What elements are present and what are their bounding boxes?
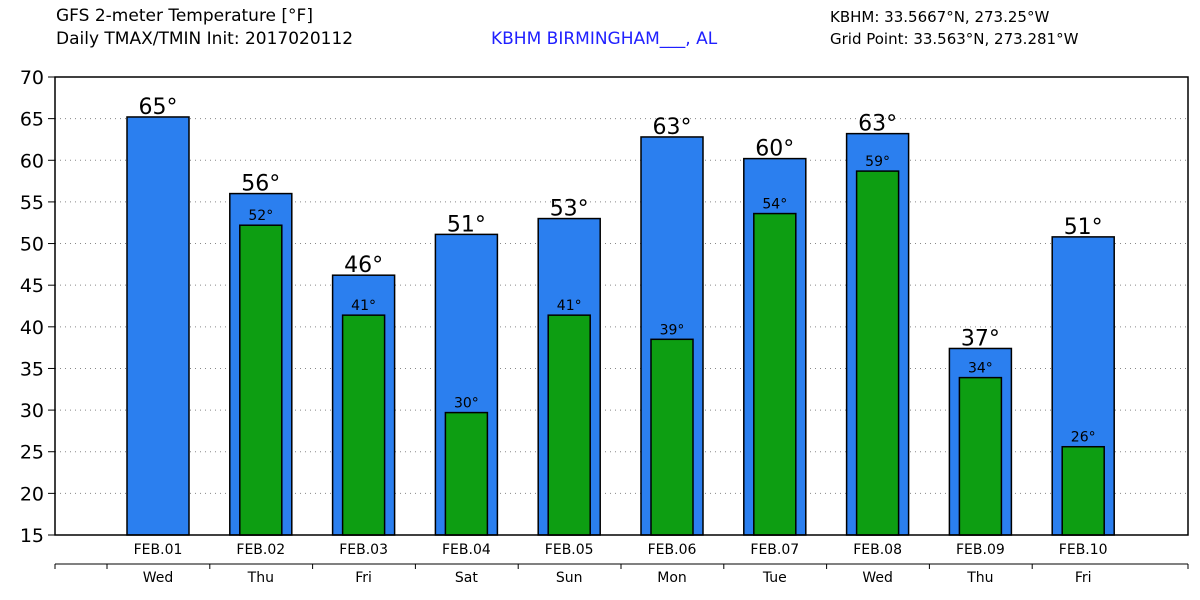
x-tick-label: FEB.08 <box>853 542 902 558</box>
plot-frame <box>54 76 1189 536</box>
tmin-bar <box>855 170 900 536</box>
y-tick-label: 70 <box>20 67 44 89</box>
tmax-bar <box>126 116 190 536</box>
day-label: Thu <box>966 570 993 586</box>
tmin-bar <box>444 411 489 536</box>
tmin-bar <box>753 212 797 536</box>
day-label: Fri <box>1075 570 1092 586</box>
tmin-label: 39° <box>660 322 685 338</box>
x-tick-label: FEB.02 <box>236 542 285 558</box>
tmax-label: 65° <box>139 95 178 120</box>
tmax-label: 53° <box>550 197 589 222</box>
chart-title: GFS 2-meter Temperature [°F] <box>56 6 313 26</box>
tmin-label: 26° <box>1071 430 1096 446</box>
x-tick-label: FEB.10 <box>1059 542 1108 558</box>
tmax-label: 56° <box>241 172 280 197</box>
tmax-label: 60° <box>755 137 794 162</box>
tmin-label: 59° <box>865 154 890 170</box>
y-tick-label: 25 <box>20 442 44 464</box>
day-label: Sat <box>455 570 478 586</box>
y-tick-label: 15 <box>20 525 44 547</box>
tmax-label: 63° <box>858 112 897 137</box>
day-label: Mon <box>657 570 687 586</box>
y-tick-label: 20 <box>20 483 44 505</box>
tmin-label: 30° <box>454 396 479 412</box>
tmin-label: 34° <box>968 361 993 377</box>
y-tick-label: 35 <box>20 358 44 380</box>
day-label: Sun <box>556 570 583 586</box>
tmax-label: 51° <box>1064 215 1103 240</box>
tmin-label: 54° <box>762 197 787 213</box>
tmax-label: 51° <box>447 212 486 237</box>
station-name: KBHM BIRMINGHAM___, AL <box>491 29 718 49</box>
tmin-label: 41° <box>351 298 376 314</box>
y-tick-label: 40 <box>20 317 44 339</box>
x-tick-label: FEB.09 <box>956 542 1005 558</box>
day-label: Thu <box>247 570 274 586</box>
day-label: Tue <box>762 570 787 586</box>
tmin-bar <box>958 376 1003 536</box>
y-tick-label: 60 <box>20 150 44 172</box>
x-tick-label: FEB.03 <box>339 542 388 558</box>
tmin-label: 52° <box>248 208 273 224</box>
tmax-label: 63° <box>653 115 692 140</box>
tmin-label: 41° <box>557 298 582 314</box>
x-tick-label: FEB.06 <box>648 542 697 558</box>
day-label: Fri <box>355 570 372 586</box>
tmin-bar <box>547 314 591 536</box>
y-tick-label: 30 <box>20 400 44 422</box>
station-coordinates: KBHM: 33.5667°N, 273.25°W <box>830 8 1050 26</box>
x-tick-label: FEB.07 <box>750 542 799 558</box>
y-tick-label: 45 <box>20 275 44 297</box>
x-tick-label: FEB.04 <box>442 542 491 558</box>
tmax-label: 46° <box>344 253 383 278</box>
y-tick-label: 50 <box>20 234 44 256</box>
tmax-label: 37° <box>961 326 1000 351</box>
y-tick-label: 65 <box>20 109 44 131</box>
x-tick-label: FEB.05 <box>545 542 594 558</box>
chart-subtitle: Daily TMAX/TMIN Init: 2017020112 <box>56 29 354 49</box>
x-tick-label: FEB.01 <box>134 542 183 558</box>
tmin-bar <box>1061 445 1105 536</box>
day-label: Wed <box>143 570 174 586</box>
grid-point-coordinates: Grid Point: 33.563°N, 273.281°W <box>830 30 1079 48</box>
y-tick-label: 55 <box>20 192 44 214</box>
day-label: Wed <box>862 570 893 586</box>
tmin-bar <box>239 224 283 536</box>
tmin-bar <box>650 338 694 536</box>
tmin-bar <box>341 314 386 536</box>
